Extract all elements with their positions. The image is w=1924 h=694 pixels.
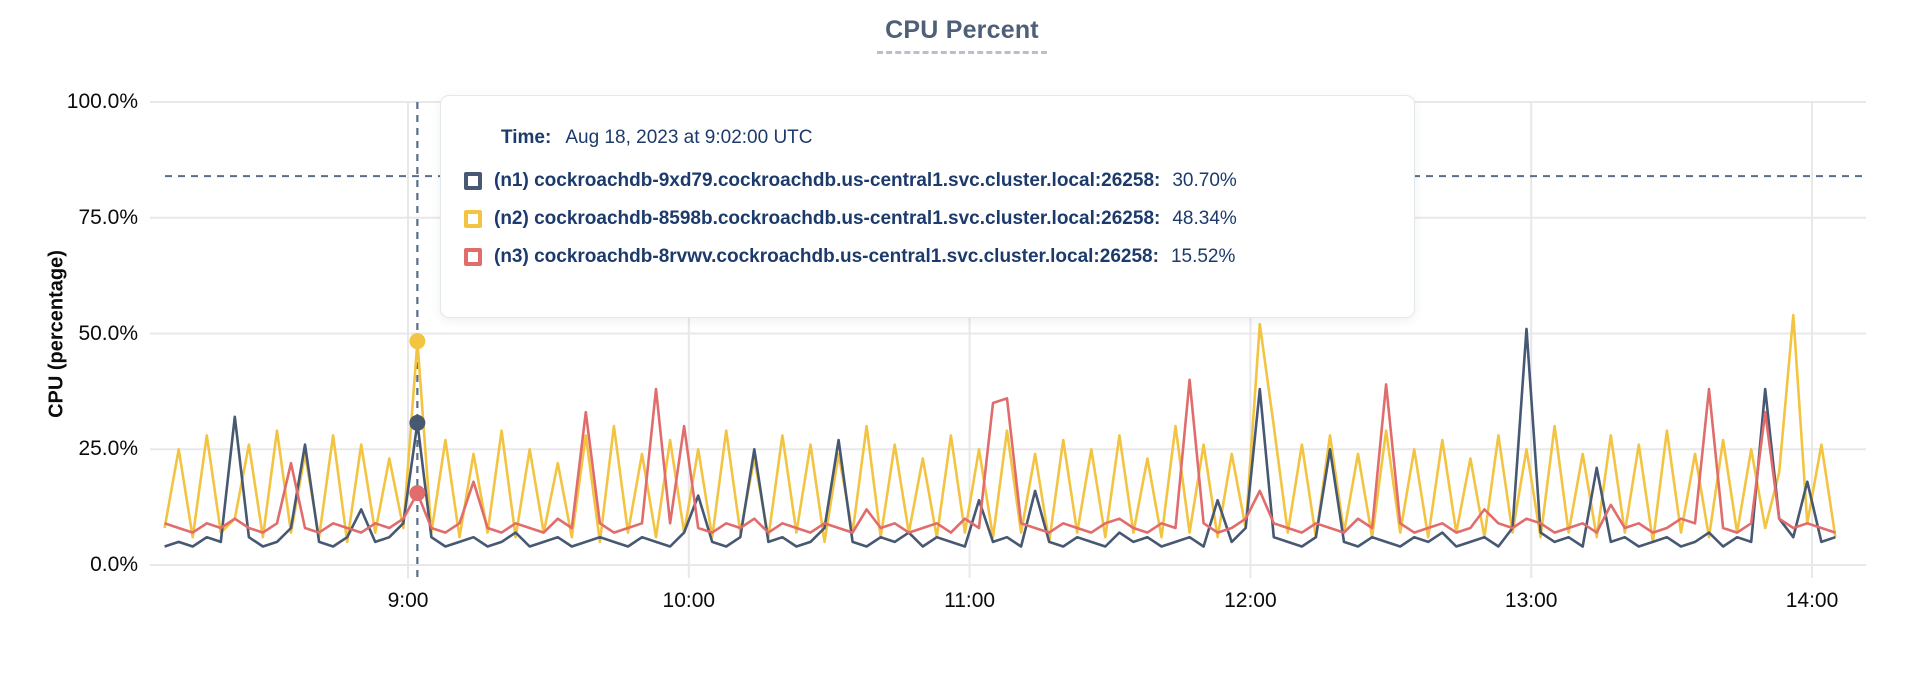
tooltip-series-n2-label: (n2) cockroachdb-8598b.cockroachdb.us-ce… <box>494 208 1161 229</box>
tooltip-series-n3-label: (n3) cockroachdb-8rvwv.cockroachdb.us-ce… <box>494 246 1159 267</box>
y-tick-label: 25.0% <box>78 437 138 461</box>
series-line-n3 <box>164 378 1836 534</box>
x-tick-label: 13:00 <box>1504 589 1558 612</box>
x-tick-label: 11:00 <box>944 589 996 612</box>
x-tick-label: 12:00 <box>1224 589 1277 612</box>
series-n1-swatch-icon <box>464 172 482 190</box>
series-n3-swatch-icon <box>464 248 482 266</box>
tooltip-series-row-n3: (n3) cockroachdb-8rvwv.cockroachdb.us-ce… <box>464 238 1390 276</box>
tooltip-series-n2-value: 48.34% <box>1172 208 1237 229</box>
series-line-n2 <box>163 313 1837 544</box>
chart-title[interactable]: CPU Percent <box>877 16 1047 54</box>
y-tick-label: 100.0% <box>66 90 138 113</box>
y-tick-label: 0.0% <box>90 553 138 576</box>
hover-point-n1 <box>409 414 426 431</box>
chart-tooltip: Time: Aug 18, 2023 at 9:02:00 UTC (n1) c… <box>440 95 1415 318</box>
chart-title-wrap: CPU Percent <box>0 16 1924 54</box>
y-tick-label: 50.0% <box>78 321 138 345</box>
tooltip-series-row-n1: (n1) cockroachdb-9xd79.cockroachdb.us-ce… <box>464 162 1390 200</box>
tooltip-series-n1-value: 30.70% <box>1172 170 1237 191</box>
tooltip-time-row: Time: Aug 18, 2023 at 9:02:00 UTC <box>501 126 1390 150</box>
x-tick-label: 14:00 <box>1785 589 1839 612</box>
hover-point-n2 <box>409 333 426 350</box>
hover-point-n3 <box>409 485 426 502</box>
x-tick-label: 10:00 <box>662 589 716 612</box>
y-tick-label: 75.0% <box>78 205 138 229</box>
series-n2-swatch-icon <box>464 210 482 228</box>
tooltip-series-n3-value: 15.52% <box>1170 246 1236 267</box>
tooltip-series-row-n2: (n2) cockroachdb-8598b.cockroachdb.us-ce… <box>464 200 1390 238</box>
series-line-n1 <box>164 327 1836 548</box>
x-tick-label: 9:00 <box>387 589 429 612</box>
tooltip-time-value: Aug 18, 2023 at 9:02:00 UTC <box>565 127 813 148</box>
tooltip-series-n1-label: (n1) cockroachdb-9xd79.cockroachdb.us-ce… <box>494 170 1161 191</box>
tooltip-time-label: Time: <box>501 127 552 148</box>
